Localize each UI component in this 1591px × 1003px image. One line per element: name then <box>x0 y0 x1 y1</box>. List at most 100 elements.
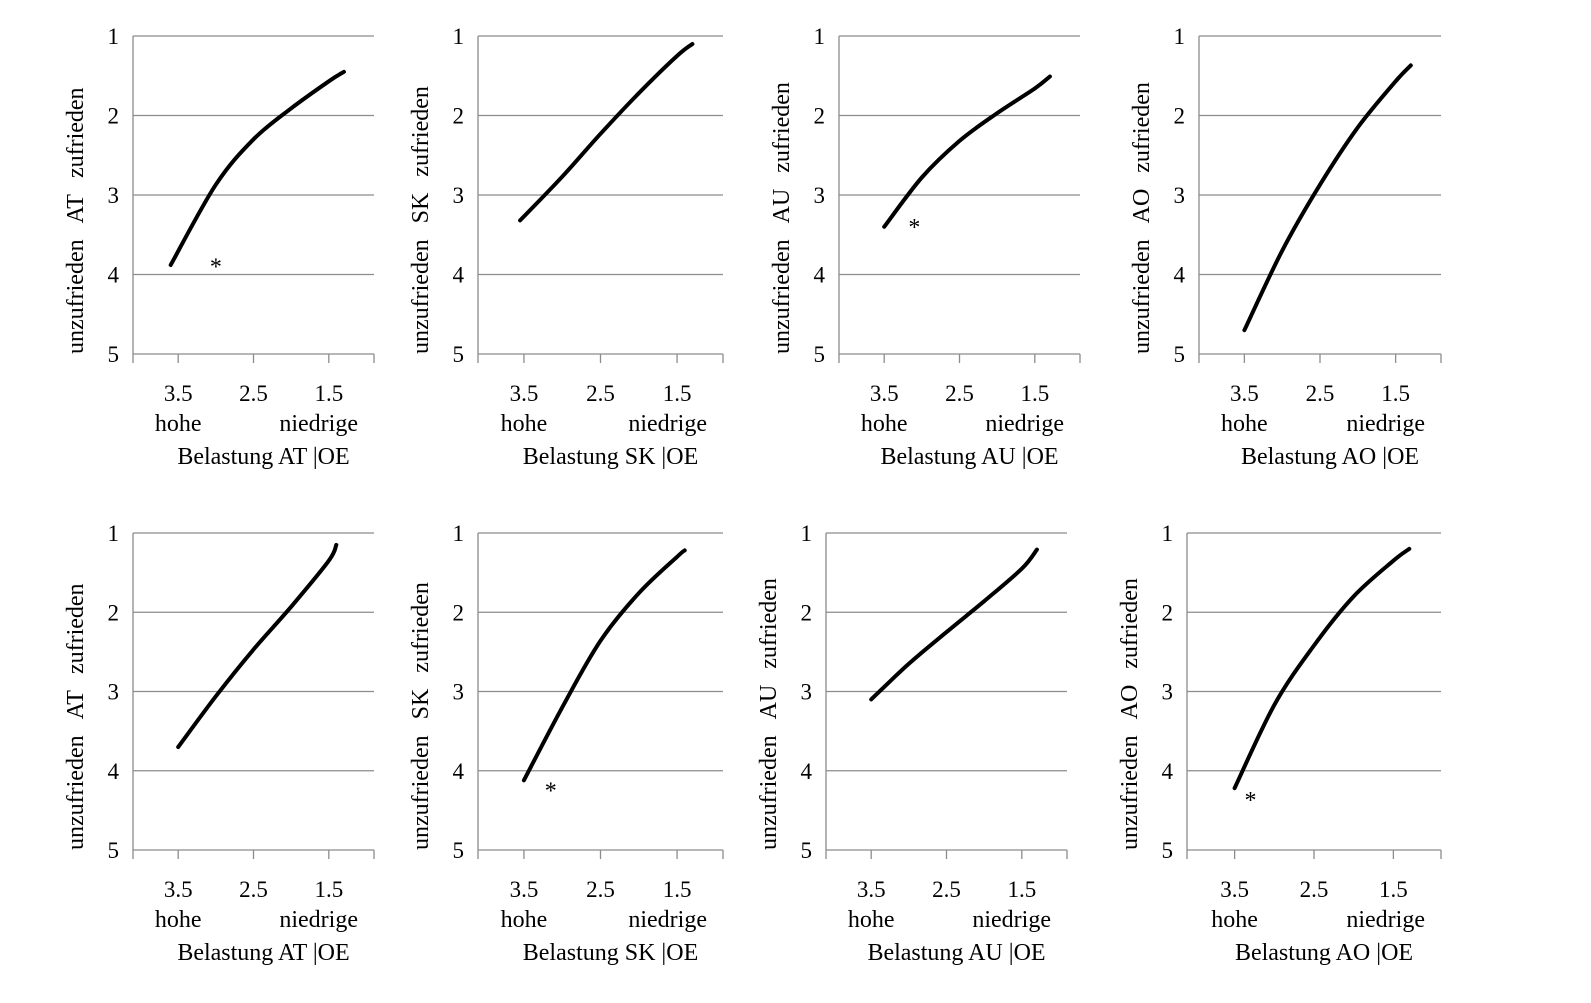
chart-panel-3: 1 2 3 4 5 3.5 2.5 1.5 hohe niedrige Belastung AU |… <box>769 24 1081 470</box>
y-tick-label: 3 <box>453 183 465 208</box>
y-label-low: unzufrieden <box>756 735 782 850</box>
series-line <box>168 69 346 267</box>
y-tick-label: 5 <box>1174 342 1186 367</box>
y-label-low: unzufrieden <box>408 239 434 354</box>
y-label-group: SK <box>408 688 434 719</box>
y-tick-label: 3 <box>814 183 826 208</box>
y-label-high: zufrieden <box>756 578 782 669</box>
x-end-label-high: hohe <box>155 907 202 933</box>
y-tick-label: 5 <box>1162 838 1174 863</box>
x-end-label-high: hohe <box>1211 907 1258 933</box>
y-tick-label: 4 <box>108 759 120 784</box>
y-label-group: AO <box>1117 685 1143 720</box>
x-tick-label: 3.5 <box>1220 877 1249 902</box>
significance-marker: * <box>210 255 222 281</box>
y-axis-label: unzufrieden AU zufrieden <box>769 82 795 354</box>
x-end-label-low: niedrige <box>628 411 707 437</box>
significance-marker: * <box>1245 788 1257 814</box>
x-tick-label: 3.5 <box>164 877 193 902</box>
y-label-high: zufrieden <box>408 86 434 177</box>
y-axis-label: unzufrieden AO zufrieden <box>1117 578 1143 850</box>
x-tick-label: 2.5 <box>932 877 961 902</box>
chart-panel-8: 1 2 3 4 5 3.5 2.5 1.5 hohe niedrige Belastung AO |… <box>1117 521 1442 966</box>
y-tick-label: 4 <box>453 263 465 288</box>
x-axis-label: Belastung AO |OE <box>1235 940 1413 966</box>
y-axis-label: unzufrieden AO zufrieden <box>1129 82 1155 354</box>
y-axis-label: unzufrieden AU zufrieden <box>756 578 782 850</box>
y-tick-label: 5 <box>801 838 813 863</box>
y-label-high: zufrieden <box>769 82 795 173</box>
y-tick-label: 5 <box>814 342 826 367</box>
y-label-high: zufrieden <box>408 582 434 673</box>
x-tick-label: 2.5 <box>586 877 615 902</box>
y-tick-label: 4 <box>801 759 813 784</box>
y-label-high: zufrieden <box>63 87 89 178</box>
y-tick-label: 3 <box>108 183 120 208</box>
x-end-label-low: niedrige <box>1346 907 1425 933</box>
y-tick-label: 1 <box>453 24 465 49</box>
y-tick-label: 2 <box>1162 600 1174 625</box>
y-tick-label: 4 <box>108 263 120 288</box>
x-tick-label: 1.5 <box>314 877 343 902</box>
y-label-low: unzufrieden <box>1117 735 1143 850</box>
y-tick-label: 2 <box>453 104 465 129</box>
y-tick-label: 1 <box>453 521 465 546</box>
x-axis-label: Belastung SK |OE <box>523 940 698 966</box>
y-tick-label: 1 <box>108 521 120 546</box>
x-end-label-high: hohe <box>861 411 908 437</box>
series-line <box>176 542 339 749</box>
y-tick-label: 3 <box>453 680 465 705</box>
y-tick-label: 5 <box>453 838 465 863</box>
y-label-low: unzufrieden <box>63 735 89 850</box>
significance-marker: * <box>545 779 557 805</box>
y-label-low: unzufrieden <box>1129 239 1155 354</box>
x-tick-label: 3.5 <box>510 877 539 902</box>
x-end-label-high: hohe <box>155 411 202 437</box>
x-tick-label: 2.5 <box>1306 381 1335 406</box>
x-end-label-high: hohe <box>501 907 548 933</box>
chart-panel-7: 1 2 3 4 5 3.5 2.5 1.5 hohe niedrige Belastung AU |… <box>756 521 1068 966</box>
x-end-label-low: niedrige <box>279 907 358 933</box>
y-tick-label: 1 <box>1174 24 1186 49</box>
significance-marker: * <box>908 215 920 241</box>
y-label-low: unzufrieden <box>408 735 434 850</box>
y-tick-label: 1 <box>1162 521 1174 546</box>
x-tick-label: 1.5 <box>1020 381 1049 406</box>
x-tick-label: 1.5 <box>663 381 692 406</box>
x-axis-label: Belastung AU |OE <box>880 444 1058 470</box>
x-end-label-low: niedrige <box>1346 411 1425 437</box>
y-label-group: AT <box>63 194 89 224</box>
y-tick-label: 5 <box>108 838 120 863</box>
y-label-high: zufrieden <box>1117 578 1143 669</box>
y-tick-label: 5 <box>108 342 120 367</box>
y-tick-label: 2 <box>453 600 465 625</box>
y-label-high: zufrieden <box>63 583 89 674</box>
y-tick-label: 3 <box>108 680 120 705</box>
y-axis-label: unzufrieden AT zufrieden <box>63 87 89 354</box>
x-tick-label: 1.5 <box>1007 877 1036 902</box>
y-tick-label: 1 <box>108 24 120 49</box>
y-tick-label: 4 <box>814 263 826 288</box>
x-tick-label: 2.5 <box>239 381 268 406</box>
y-tick-label: 4 <box>1162 759 1174 784</box>
series-line <box>1232 546 1412 791</box>
y-tick-label: 2 <box>814 104 826 129</box>
y-tick-label: 2 <box>1174 104 1186 129</box>
chart-panel-5: 1 2 3 4 5 3.5 2.5 1.5 hohe niedrige Belastung AT |… <box>63 521 375 966</box>
x-tick-label: 2.5 <box>239 877 268 902</box>
x-axis-label: Belastung AO |OE <box>1241 444 1419 470</box>
x-tick-label: 3.5 <box>1230 381 1259 406</box>
x-end-label-low: niedrige <box>972 907 1051 933</box>
x-end-label-low: niedrige <box>628 907 707 933</box>
x-axis-label: Belastung AT |OE <box>177 940 349 966</box>
y-axis-label: unzufrieden SK zufrieden <box>408 86 434 354</box>
x-tick-label: 1.5 <box>1379 877 1408 902</box>
y-tick-label: 3 <box>801 680 813 705</box>
y-tick-label: 2 <box>108 600 120 625</box>
x-tick-label: 2.5 <box>1300 877 1329 902</box>
series-line <box>882 74 1052 229</box>
x-end-label-high: hohe <box>848 907 895 933</box>
x-tick-label: 3.5 <box>857 877 886 902</box>
x-end-label-low: niedrige <box>279 411 358 437</box>
x-tick-label: 2.5 <box>586 381 615 406</box>
